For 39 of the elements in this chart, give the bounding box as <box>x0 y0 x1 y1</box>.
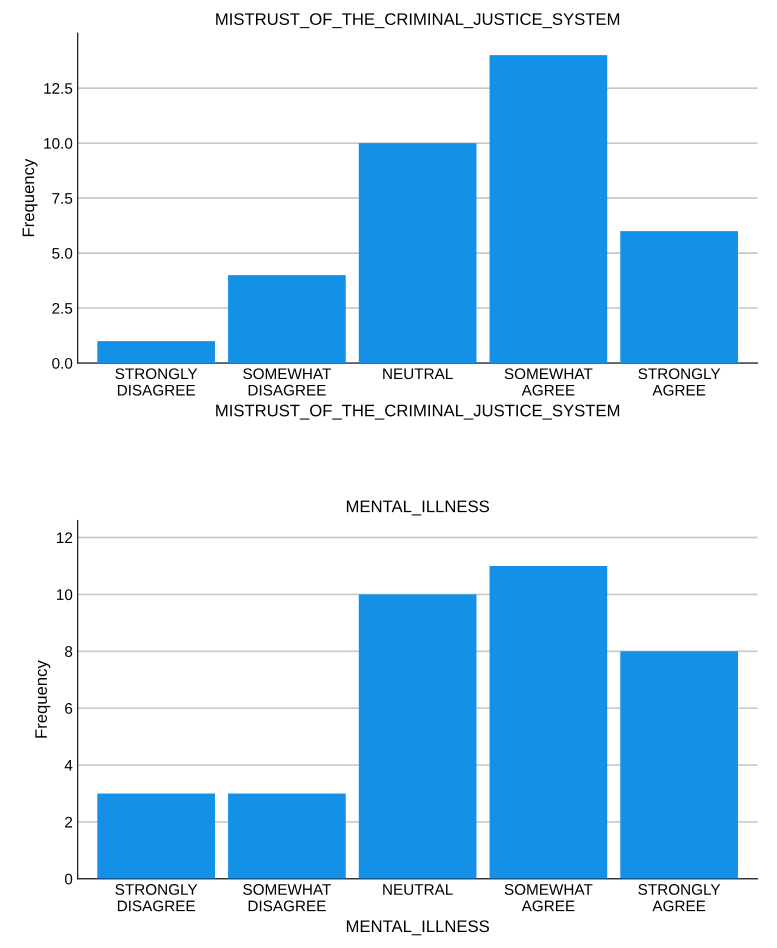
bar <box>490 55 608 364</box>
x-tick-label: STRONGLY AGREE <box>638 368 720 396</box>
y-tick-label: 2 <box>65 816 72 828</box>
bar <box>358 594 476 879</box>
x-tick-label: NEUTRAL <box>383 884 453 895</box>
bar <box>97 793 215 879</box>
y-tick-label: 2.5 <box>52 302 72 314</box>
chart-title: MENTAL_ILLNESS <box>346 500 489 516</box>
y-axis-title: Frequency <box>35 660 50 738</box>
x-axis-title: MISTRUST_OF_THE_CRIMINAL_JUSTICE_SYSTEM <box>216 404 620 420</box>
y-tick-label: 10 <box>57 589 72 600</box>
x-tick-label: NEUTRAL <box>383 368 453 380</box>
x-tick-label: SOMEWHAT AGREE <box>504 368 592 396</box>
y-tick-label: 7.5 <box>52 193 72 204</box>
y-tick-label: 12.5 <box>44 83 72 94</box>
bar <box>228 793 346 879</box>
y-tick-label: 5.0 <box>52 248 72 259</box>
y-tick-label: 4 <box>64 760 72 771</box>
y-tick-label: 0 <box>64 874 72 884</box>
x-tick-label: STRONGLY AGREE <box>638 884 720 912</box>
y-tick-label: 10.0 <box>44 138 72 149</box>
bar <box>358 143 476 364</box>
y-axis-title: Frequency <box>22 158 38 236</box>
x-tick-label: SOMEWHAT AGREE <box>504 884 592 912</box>
x-tick-label: STRONGLY DISAGREE <box>115 884 198 912</box>
x-axis-title: MENTAL_ILLNESS <box>346 920 489 936</box>
y-tick-label: 0.0 <box>52 358 72 369</box>
bar <box>97 341 215 364</box>
y-tick-label: 8 <box>65 646 72 657</box>
bar <box>490 566 608 879</box>
x-tick-label: SOMEWHAT DISAGREE <box>243 368 331 396</box>
bar <box>620 231 738 364</box>
x-tick-label: STRONGLY DISAGREE <box>115 368 198 396</box>
y-tick-label: 6 <box>65 703 72 714</box>
x-tick-label: SOMEWHAT DISAGREE <box>243 884 331 912</box>
bar <box>620 651 738 879</box>
bar <box>228 275 346 364</box>
y-tick-label: 12 <box>57 532 72 544</box>
chart-title: MISTRUST_OF_THE_CRIMINAL_JUSTICE_SYSTEM <box>216 13 620 28</box>
